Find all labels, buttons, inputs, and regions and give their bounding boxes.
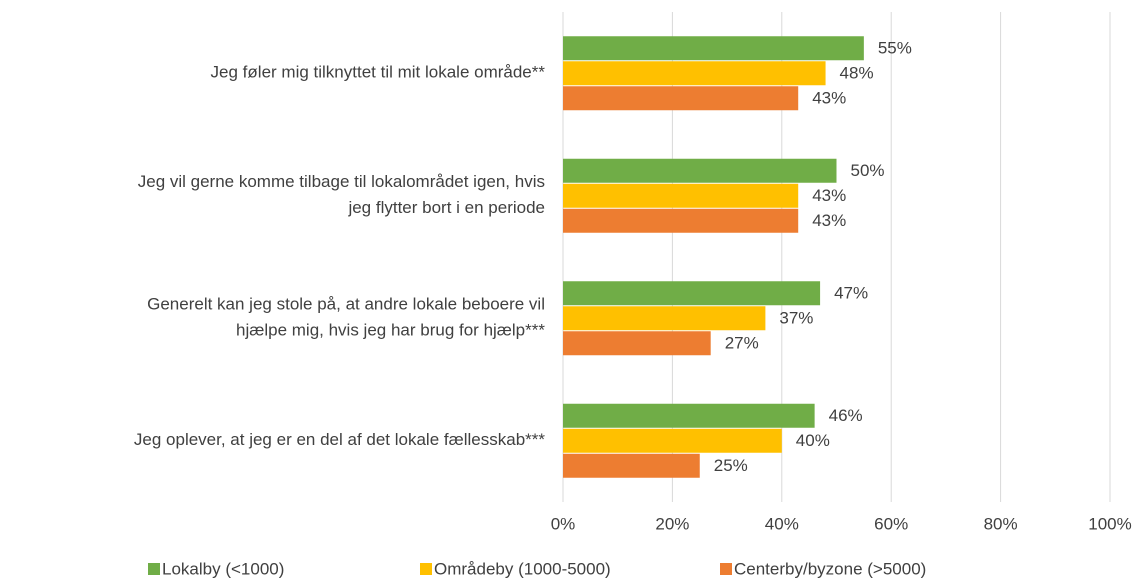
bar [563, 281, 821, 306]
value-label: 43% [812, 89, 846, 108]
bar [563, 183, 799, 208]
legend-label: Centerby/byzone (>5000) [734, 559, 926, 578]
category-label: Jeg vil gerne komme tilbage til lokalomr… [138, 172, 545, 191]
bar [563, 158, 837, 183]
x-tick-label: 60% [874, 514, 908, 533]
bar [563, 61, 826, 86]
bar [563, 428, 782, 453]
x-tick-label: 100% [1088, 514, 1131, 533]
value-label: 37% [779, 309, 813, 328]
legend-swatch [720, 563, 732, 575]
bar [563, 331, 711, 356]
value-label: 47% [834, 284, 868, 303]
legend-swatch [420, 563, 432, 575]
value-label: 46% [829, 406, 863, 425]
x-tick-label: 0% [551, 514, 576, 533]
bar [563, 86, 799, 111]
bar [563, 403, 815, 428]
bar [563, 453, 700, 478]
value-label: 43% [812, 186, 846, 205]
category-label: Jeg føler mig tilknyttet til mit lokale … [211, 63, 546, 82]
value-label: 43% [812, 211, 846, 230]
category-label: Jeg oplever, at jeg er en del af det lok… [134, 430, 545, 449]
bar [563, 208, 799, 233]
category-label: jeg flytter bort i en periode [347, 198, 545, 217]
value-label: 55% [878, 39, 912, 58]
legend-label: Lokalby (<1000) [162, 559, 284, 578]
x-tick-label: 20% [655, 514, 689, 533]
value-label: 50% [851, 161, 885, 180]
legend-swatch [148, 563, 160, 575]
value-label: 40% [796, 431, 830, 450]
value-label: 25% [714, 456, 748, 475]
bar [563, 36, 864, 61]
x-tick-label: 40% [765, 514, 799, 533]
value-label: 27% [725, 334, 759, 353]
legend-label: Områdeby (1000-5000) [434, 559, 611, 578]
category-label: hjælpe mig, hvis jeg har brug for hjælp*… [236, 321, 545, 340]
x-tick-label: 80% [984, 514, 1018, 533]
bar [563, 306, 766, 331]
category-label: Generelt kan jeg stole på, at andre loka… [147, 295, 545, 314]
value-label: 48% [840, 64, 874, 83]
